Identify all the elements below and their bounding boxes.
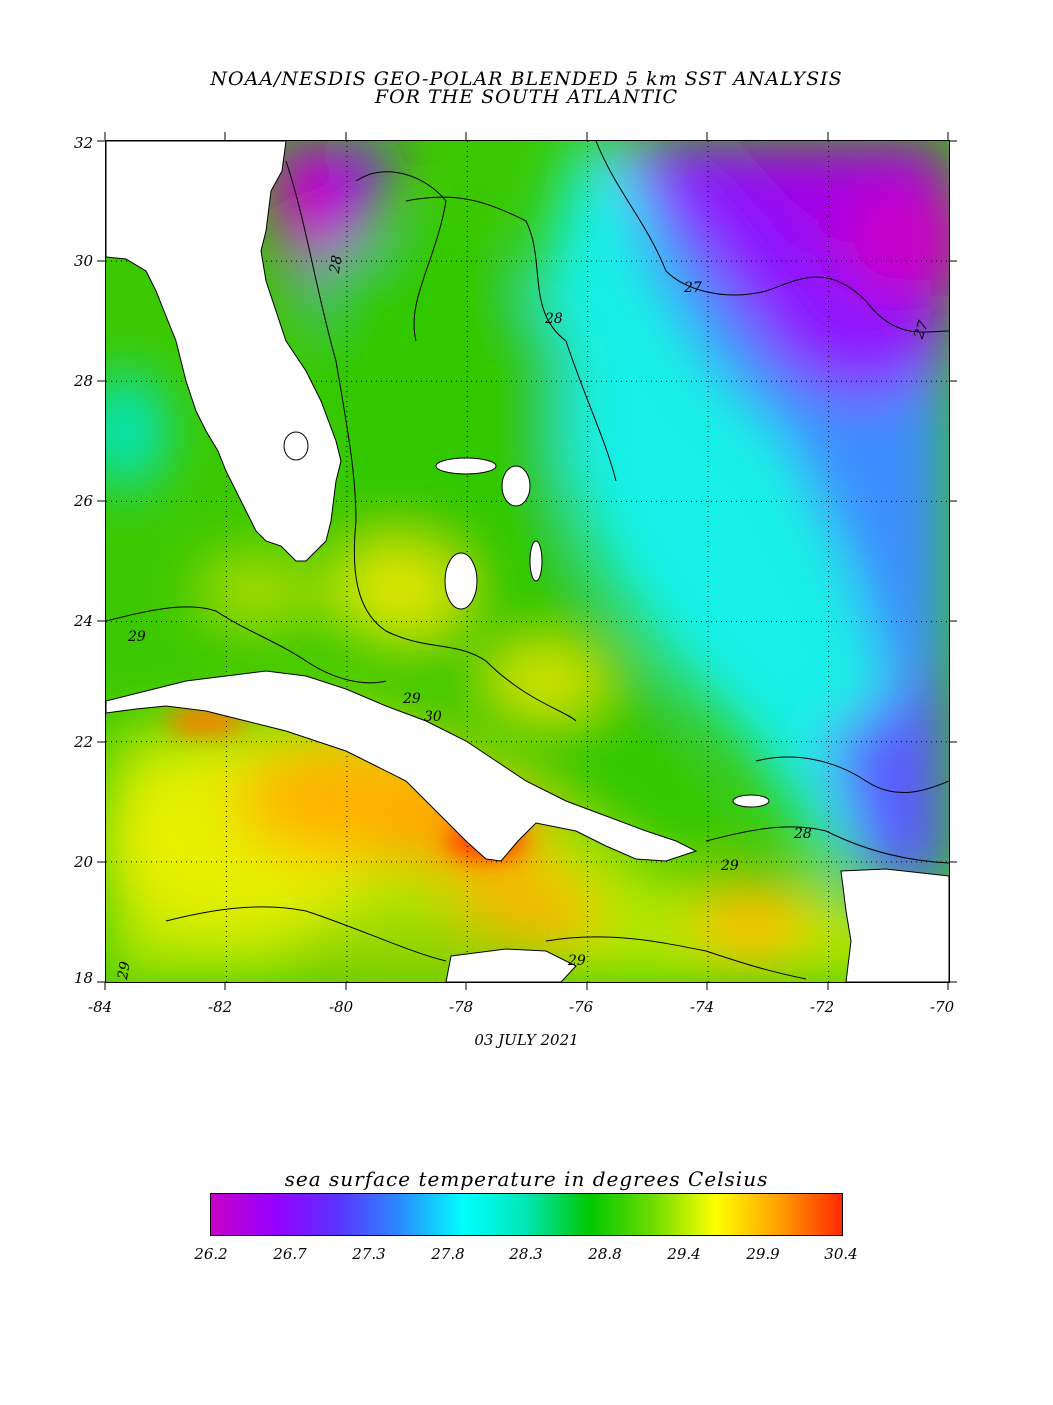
analysis-date: 03 JULY 2021 <box>474 1031 579 1049</box>
contour-label: 27 <box>911 319 933 342</box>
isotherm-contours <box>106 141 949 980</box>
contour-label: 29 <box>402 691 421 707</box>
lat-label-22: 22 <box>74 733 94 751</box>
contour-label: 30 <box>424 709 442 725</box>
sst-map: 28 27 28 27 29 29 30 28 29 29 29 <box>105 140 950 983</box>
contour-label: 28 <box>544 311 563 327</box>
colorbar-label: 27.3 <box>352 1245 386 1263</box>
map-title: NOAA/NESDIS GEO-POLAR BLENDED 5 km SST A… <box>210 68 843 90</box>
contour-label: 29 <box>720 858 739 874</box>
lon-label-84: -84 <box>88 998 113 1016</box>
colorbar-title: sea surface temperature in degrees Celsi… <box>284 1167 769 1191</box>
land-cuba <box>106 670 698 862</box>
lon-label-82: -82 <box>208 998 233 1016</box>
lat-label-18: 18 <box>74 969 94 987</box>
contour-label: 28 <box>327 254 346 275</box>
contour-label: 29 <box>115 960 134 981</box>
lat-label-32: 32 <box>74 134 94 152</box>
lon-label-80: -80 <box>329 998 354 1016</box>
lon-label-78: -78 <box>449 998 474 1016</box>
lat-label-20: 20 <box>74 853 94 871</box>
lat-label-24: 24 <box>74 612 94 630</box>
land-florida <box>106 141 342 562</box>
contour-label: 28 <box>793 826 812 842</box>
land-great-inagua <box>732 794 770 808</box>
colorbar-label: 28.3 <box>509 1245 543 1263</box>
colorbar-label: 26.7 <box>273 1245 307 1263</box>
lat-label-28: 28 <box>74 372 94 390</box>
land-abaco <box>501 465 531 507</box>
lat-label-30: 30 <box>74 252 94 270</box>
lat-label-26: 26 <box>74 492 94 510</box>
land-grand-bahama <box>435 457 497 475</box>
lon-label-74: -74 <box>690 998 715 1016</box>
colorbar-label: 29.9 <box>746 1245 780 1263</box>
land-eleuthera <box>529 540 543 582</box>
colorbar-label: 28.8 <box>588 1245 622 1263</box>
colorbar-label: 26.2 <box>194 1245 228 1263</box>
land-lake-okeechobee <box>283 431 309 461</box>
land-jamaica <box>445 948 577 982</box>
contour-label: 27 <box>683 280 702 296</box>
lon-label-72: -72 <box>810 998 835 1016</box>
lon-label-76: -76 <box>569 998 594 1016</box>
land-hispaniola <box>840 868 949 982</box>
map-subtitle: FOR THE SOUTH ATLANTIC <box>374 86 679 108</box>
contour-label: 29 <box>127 629 146 645</box>
land <box>106 141 949 982</box>
colorbar <box>210 1193 843 1236</box>
lon-label-70: -70 <box>930 998 955 1016</box>
contour-label: 29 <box>567 953 586 969</box>
colorbar-label: 29.4 <box>667 1245 701 1263</box>
sst-field <box>106 141 949 982</box>
colorbar-label: 30.4 <box>824 1245 858 1263</box>
land-andros <box>444 552 478 610</box>
colorbar-label: 27.8 <box>431 1245 465 1263</box>
axis-ticks <box>97 132 957 990</box>
